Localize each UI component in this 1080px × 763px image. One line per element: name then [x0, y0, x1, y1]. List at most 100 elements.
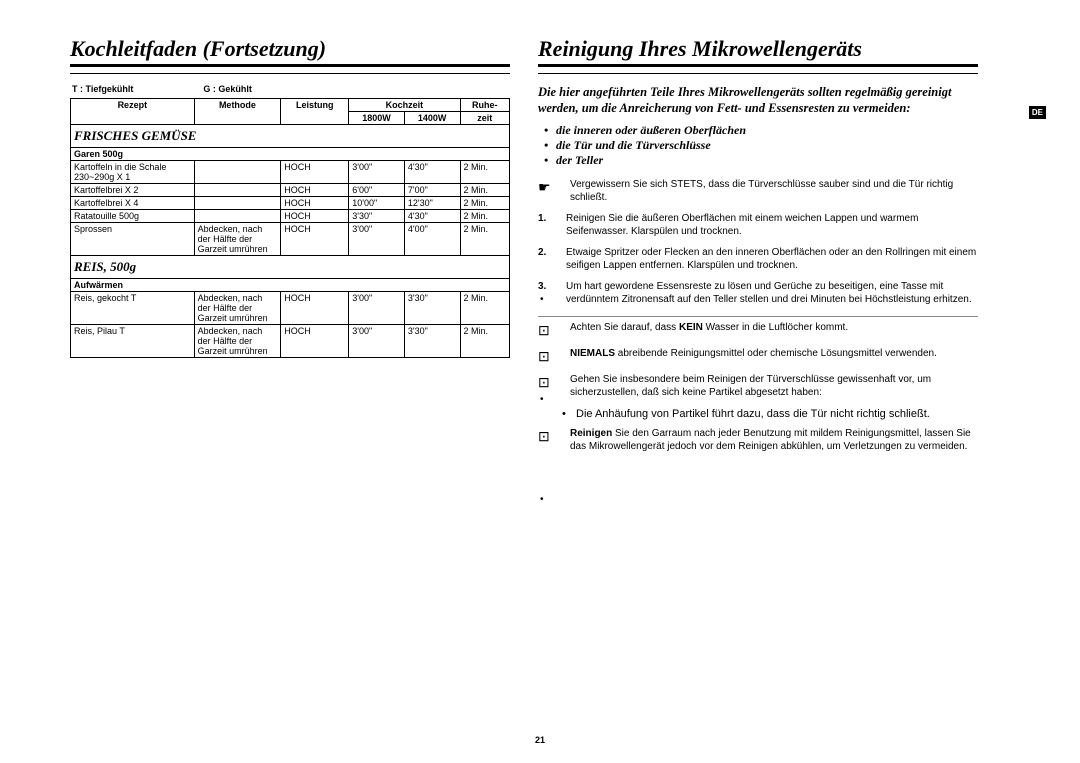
cell: 3'30"	[349, 210, 405, 223]
legend-g: G : Gekühlt	[203, 84, 252, 94]
t: Achten Sie darauf, dass	[570, 322, 679, 333]
table-row: Ratatouille 500g HOCH 3'30" 4'30" 2 Min.	[71, 210, 510, 223]
cell: 3'00"	[349, 325, 405, 358]
hand-note: ☛ Vergewissern Sie sich STETS, dass die …	[538, 178, 978, 204]
cell: Kartoffeln in die Schale 230~290g X 1	[71, 161, 195, 184]
cell: Abdecken, nach der Hälfte der Garzeit um…	[194, 325, 281, 358]
cell: HOCH	[281, 184, 349, 197]
gutter-dots: •••	[540, 250, 544, 550]
cell: 6'00"	[349, 184, 405, 197]
th-rezept: Rezept	[71, 99, 195, 125]
right-column: Reinigung Ihres Mikrowellengeräts Die hi…	[538, 36, 978, 461]
table-row: Kartoffelbrei X 2 HOCH 6'00" 7'00" 2 Min…	[71, 184, 510, 197]
sub-garen: Garen 500g	[71, 148, 510, 161]
cell: 2 Min.	[460, 184, 510, 197]
cell: Ratatouille 500g	[71, 210, 195, 223]
caution-row: ⊡ NIEMALS abreibende Reinigungsmittel od…	[538, 347, 978, 365]
table-row: Sprossen Abdecken, nach der Hälfte der G…	[71, 223, 510, 256]
step-text: Um hart gewordene Essensreste zu lösen u…	[566, 280, 978, 306]
cell: Kartoffelbrei X 2	[71, 184, 195, 197]
list-item: der Teller	[558, 153, 978, 168]
th-kochzeit: Kochzeit	[349, 99, 460, 112]
cell: 4'00"	[404, 223, 460, 256]
cell	[194, 197, 281, 210]
th-1400w: 1400W	[404, 112, 460, 125]
list-item: 3.Um hart gewordene Essensreste zu lösen…	[538, 280, 978, 306]
page-number: 21	[535, 735, 545, 745]
t: Die Anhäufung von Partikel führt dazu, d…	[576, 407, 930, 421]
section-gemuese: FRISCHES GEMÜSE	[71, 125, 510, 148]
table-row: Reis, gekocht T Abdecken, nach der Hälft…	[71, 292, 510, 325]
cell: Reis, Pilau T	[71, 325, 195, 358]
table-row: Kartoffeln in die Schale 230~290g X 1 HO…	[71, 161, 510, 184]
cell: 10'00"	[349, 197, 405, 210]
cell	[194, 184, 281, 197]
caution-text: NIEMALS abreibende Reinigungsmittel oder…	[570, 347, 978, 360]
cell: 2 Min.	[460, 223, 510, 256]
left-title: Kochleitfaden (Fortsetzung)	[70, 36, 510, 67]
t: Sie den Garraum nach jeder Benutzung mit…	[570, 428, 971, 452]
left-column: Kochleitfaden (Fortsetzung) T : Tiefgekü…	[70, 36, 510, 461]
caution-text: Reinigen Sie den Garraum nach jeder Benu…	[570, 427, 978, 453]
caution-row: ⊡ Achten Sie darauf, dass KEIN Wasser in…	[538, 321, 978, 339]
hand-note-text: Vergewissern Sie sich STETS, dass die Tü…	[570, 178, 978, 204]
caution-text: Achten Sie darauf, dass KEIN Wasser in d…	[570, 321, 978, 334]
cell: 2 Min.	[460, 325, 510, 358]
cell: HOCH	[281, 325, 349, 358]
intro-text: Die hier angeführten Teile Ihres Mikrowe…	[538, 84, 978, 117]
t: Gehen Sie insbesondere beim Reinigen der…	[570, 374, 931, 398]
cell: 4'30"	[404, 161, 460, 184]
cell: HOCH	[281, 210, 349, 223]
divider	[538, 316, 978, 317]
t: NIEMALS	[570, 348, 615, 359]
cell: Abdecken, nach der Hälfte der Garzeit um…	[194, 292, 281, 325]
cooking-table: Rezept Methode Leistung Kochzeit Ruhe- 1…	[70, 98, 510, 358]
legend-t: T : Tiefgekühlt	[72, 84, 133, 94]
cell: HOCH	[281, 161, 349, 184]
cell	[194, 161, 281, 184]
caution-row: ⊡ Gehen Sie insbesondere beim Reinigen d…	[538, 373, 978, 399]
hand-icon: ☛	[538, 178, 570, 196]
list-item: die inneren oder äußeren Oberflächen	[558, 123, 978, 138]
t: Reinigen	[570, 428, 612, 439]
cell	[194, 210, 281, 223]
sub-aufwaermen: Aufwärmen	[71, 279, 510, 292]
cell: 2 Min.	[460, 197, 510, 210]
cell: Reis, gekocht T	[71, 292, 195, 325]
th-ruhe: Ruhe-	[460, 99, 510, 112]
th-leistung: Leistung	[281, 99, 349, 125]
cell: 3'30"	[404, 325, 460, 358]
cell: 3'00"	[349, 161, 405, 184]
cell: Sprossen	[71, 223, 195, 256]
section-reis: REIS, 500g	[71, 256, 510, 279]
cell: Kartoffelbrei X 4	[71, 197, 195, 210]
t: Wasser in die Luftlöcher kommt.	[703, 322, 848, 333]
step-text: Reinigen Sie die äußeren Oberflächen mit…	[566, 212, 978, 238]
cell: 12'30"	[404, 197, 460, 210]
step-text: Etwaige Spritzer oder Flecken an den inn…	[566, 246, 978, 272]
cell: 3'00"	[349, 292, 405, 325]
cell: 2 Min.	[460, 292, 510, 325]
cell: 7'00"	[404, 184, 460, 197]
th-1800w: 1800W	[349, 112, 405, 125]
caution-sub: • Die Anhäufung von Partikel führt dazu,…	[562, 407, 978, 421]
caution-row: ⊡ Reinigen Sie den Garraum nach jeder Be…	[538, 427, 978, 453]
t: KEIN	[679, 322, 703, 333]
caution-text: Gehen Sie insbesondere beim Reinigen der…	[570, 373, 978, 399]
list-item: 2.Etwaige Spritzer oder Flecken an den i…	[538, 246, 978, 272]
cell: 2 Min.	[460, 210, 510, 223]
cell: HOCH	[281, 197, 349, 210]
cell: 3'00"	[349, 223, 405, 256]
language-badge: DE	[1029, 106, 1046, 119]
list-item: die Tür und die Türverschlüsse	[558, 138, 978, 153]
cell: 4'30"	[404, 210, 460, 223]
cell: 3'30"	[404, 292, 460, 325]
cell: HOCH	[281, 292, 349, 325]
list-item: 1.Reinigen Sie die äußeren Oberflächen m…	[538, 212, 978, 238]
table-row: Kartoffelbrei X 4 HOCH 10'00" 12'30" 2 M…	[71, 197, 510, 210]
cell: 2 Min.	[460, 161, 510, 184]
th-zeit: zeit	[460, 112, 510, 125]
table-header-row: Rezept Methode Leistung Kochzeit Ruhe-	[71, 99, 510, 112]
cell: HOCH	[281, 223, 349, 256]
steps-list: 1.Reinigen Sie die äußeren Oberflächen m…	[538, 212, 978, 306]
